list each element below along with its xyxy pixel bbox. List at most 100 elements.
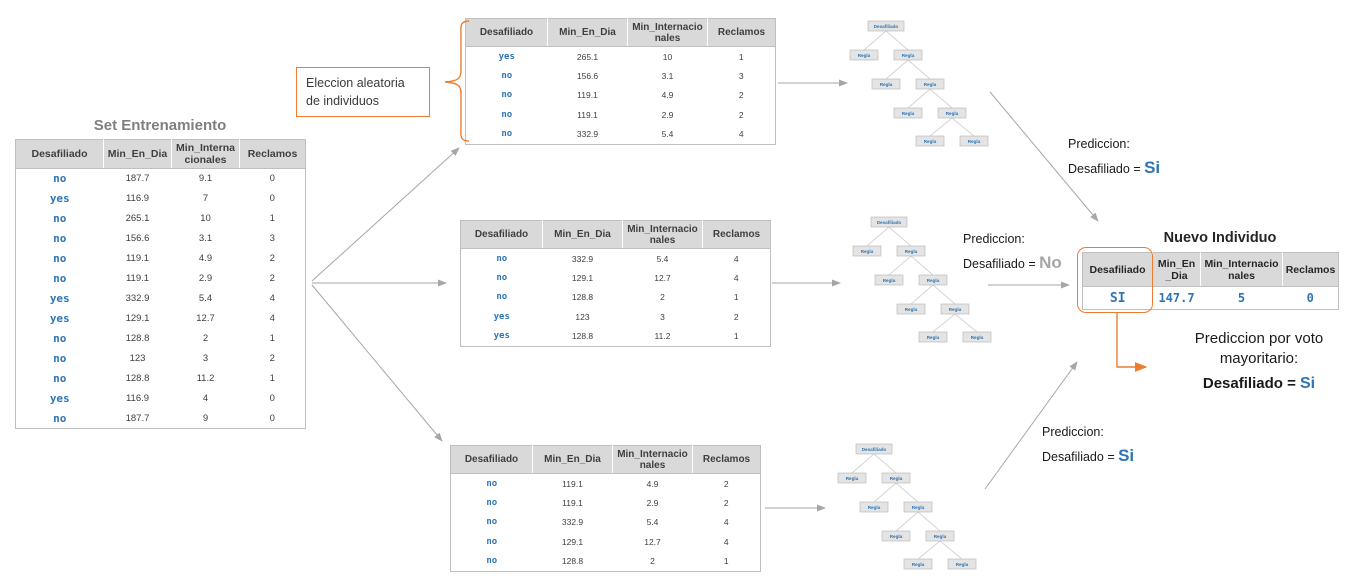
tree-rule-node bbox=[871, 78, 901, 90]
majority-vote-result: Desafiliado = Si bbox=[1202, 374, 1316, 392]
tree-edge bbox=[907, 59, 931, 80]
value-cell: 0 bbox=[269, 412, 275, 424]
value-cell: 1 bbox=[269, 333, 275, 344]
table-row: no 332.9 5.4 4 bbox=[451, 513, 761, 533]
value-cell: 10 bbox=[200, 213, 211, 224]
value-cell: 129.1 bbox=[561, 536, 584, 547]
value-cell: 0 bbox=[269, 193, 275, 204]
bootstrap-sample-table-2: Desafiliado Min_En_Dia Min_Internacionales… bbox=[460, 220, 771, 347]
tree-rule-node bbox=[896, 245, 926, 257]
tree-rule-node bbox=[837, 472, 867, 484]
random-selection-label: Eleccion aleatoria de individuos bbox=[296, 67, 430, 118]
value-cell: 265.1 bbox=[125, 213, 150, 224]
tree-node-label: Desafiliado bbox=[862, 447, 887, 452]
value-cell: 128.8 bbox=[571, 292, 594, 303]
tree-edge bbox=[895, 482, 919, 503]
column-header: Reclamos bbox=[1282, 252, 1339, 287]
category-cell: no bbox=[486, 497, 498, 508]
column-header: Min_En_Dia bbox=[1152, 252, 1201, 287]
column-header: Min_En_Dia bbox=[103, 139, 172, 169]
majority-vote-label-line1: Prediccion por voto bbox=[1194, 330, 1324, 347]
category-cell: no bbox=[53, 252, 67, 265]
column-header: Min_En_Dia bbox=[547, 18, 628, 47]
highlight-desafiliado-column bbox=[1077, 247, 1153, 313]
value-cell: 2 bbox=[269, 273, 275, 284]
value-cell: 2.9 bbox=[198, 273, 213, 284]
value-cell: 9.1 bbox=[198, 173, 213, 185]
value-cell: 5.4 bbox=[661, 129, 674, 139]
value-cell: 12.7 bbox=[644, 536, 661, 547]
table-row: no 129.1 12.7 4 bbox=[461, 268, 771, 288]
value-cell: 4 bbox=[723, 517, 729, 528]
value-cell: 2 bbox=[723, 478, 729, 489]
tree-node-label: Regla bbox=[927, 335, 940, 340]
tree-rule-node bbox=[881, 530, 911, 542]
value-cell: 2 bbox=[269, 353, 275, 364]
column-header: Min_Internacionales bbox=[171, 139, 240, 169]
category-cell: no bbox=[501, 129, 513, 139]
column-header: Reclamos bbox=[702, 220, 771, 249]
header-row: Desafiliado Min_En_Dia Min_Internacionales… bbox=[15, 139, 306, 169]
tree-node-label: Desafiliado bbox=[877, 220, 902, 225]
value-cell: 5.4 bbox=[198, 293, 213, 304]
column-header: Min_Internacionales bbox=[1200, 252, 1283, 287]
value-cell: 5.4 bbox=[656, 253, 669, 264]
value-cell: 2 bbox=[650, 556, 655, 566]
value-cell: 1 bbox=[738, 51, 744, 62]
value-cell: 4 bbox=[269, 313, 275, 324]
value-cell: 9 bbox=[202, 412, 209, 424]
category-cell: no bbox=[501, 109, 513, 120]
tree-rule-node bbox=[874, 274, 904, 286]
table-row: no 265.1 10 1 bbox=[16, 209, 306, 229]
tree-edge bbox=[929, 117, 953, 137]
value-cell: 128.8 bbox=[125, 373, 150, 384]
value-cell: 11.2 bbox=[654, 331, 671, 341]
tree-edge bbox=[910, 255, 934, 276]
prediction-result: Desafiliado = No bbox=[963, 253, 1062, 272]
table-row: yes 129.1 12.7 4 bbox=[16, 309, 306, 329]
tree-root-node bbox=[855, 443, 893, 455]
table-row: no 128.8 2 1 bbox=[16, 329, 306, 349]
value-cell: 119.1 bbox=[577, 90, 598, 101]
tree-node-label: Regla bbox=[858, 53, 871, 58]
tree-node-label: Regla bbox=[912, 505, 925, 510]
prediction-label: Prediccion: bbox=[963, 232, 1025, 246]
value-cell: 156.6 bbox=[576, 70, 599, 81]
table-row: yes 265.1 10 1 bbox=[466, 47, 776, 67]
tree-edge bbox=[929, 88, 953, 109]
category-cell: no bbox=[496, 272, 508, 283]
tree-edge bbox=[866, 226, 890, 247]
table-row: no 128.8 2 1 bbox=[461, 288, 771, 308]
table-row: no 123 3 2 bbox=[16, 349, 306, 369]
tree-rule-node bbox=[849, 49, 879, 61]
value-cell: 12.7 bbox=[654, 272, 671, 283]
tree-node-label: Regla bbox=[902, 111, 915, 116]
category-cell: yes bbox=[49, 392, 70, 405]
tree-rule-node bbox=[918, 274, 948, 286]
value-cell: 2.9 bbox=[661, 109, 674, 120]
prediction-tree-3: Prediccion: Desafiliado = Si bbox=[1042, 425, 1134, 466]
bootstrap-sample-table-1: Desafiliado Min_En_Dia Min_Internacionales… bbox=[465, 18, 776, 145]
category-cell: no bbox=[53, 272, 67, 285]
value-cell: 4 bbox=[269, 293, 275, 304]
table-row: no 119.1 4.9 2 bbox=[16, 249, 306, 269]
value-cell: 1 bbox=[733, 292, 739, 303]
table-row: yes 116.9 4 0 bbox=[16, 389, 306, 409]
value-cell: 4.9 bbox=[646, 478, 659, 489]
tree-rule-node bbox=[893, 49, 923, 61]
column-header: Reclamos bbox=[239, 139, 306, 169]
prediction-label: Prediccion: bbox=[1042, 425, 1104, 439]
table-row: no 128.8 2 1 bbox=[451, 552, 761, 572]
new-individual-title: Nuevo Individuo bbox=[1163, 230, 1277, 246]
tree-edge bbox=[873, 453, 897, 474]
category-cell: no bbox=[486, 517, 498, 528]
value-cell: 128.8 bbox=[561, 556, 584, 566]
tree-edge bbox=[917, 540, 941, 560]
value-cell: 119.1 bbox=[562, 478, 583, 489]
tree-node-label: Regla bbox=[934, 534, 947, 539]
tree-node-label: Regla bbox=[868, 505, 881, 510]
table-row: SI 147.7 5 0 bbox=[1083, 287, 1339, 310]
value-cell: 2 bbox=[202, 333, 209, 344]
tree-rule-node bbox=[937, 107, 967, 119]
prediction-value: Si bbox=[1144, 158, 1161, 177]
